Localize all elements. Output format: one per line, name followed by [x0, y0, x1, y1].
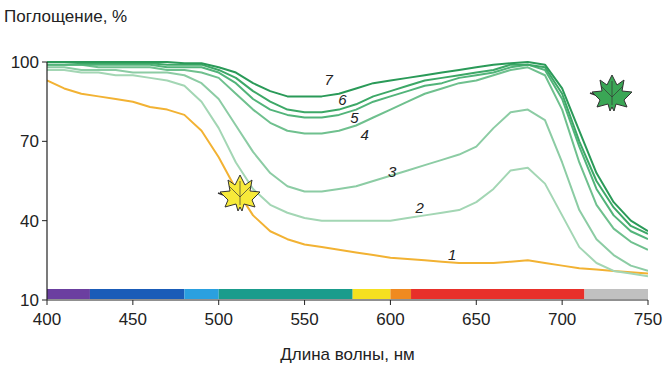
x-tick [648, 300, 649, 305]
y-tick-label: 10 [20, 291, 39, 310]
x-tick-label: 500 [205, 310, 233, 329]
x-tick [218, 300, 219, 305]
leaf-icon [218, 175, 260, 211]
spectrum-band [390, 289, 411, 299]
y-axis [46, 62, 47, 300]
y-tick-label: 40 [20, 212, 39, 231]
series-line [47, 67, 648, 271]
x-tick-label: 700 [548, 310, 576, 329]
spectrum-band [90, 289, 184, 299]
y-tick-label: 100 [11, 53, 39, 72]
y-tick [42, 220, 47, 221]
curve-label: 5 [350, 109, 359, 126]
x-tick [47, 300, 48, 305]
plot-area [47, 62, 648, 299]
x-tick [132, 300, 133, 305]
leaf-veins [229, 181, 251, 205]
leaf-icon [590, 75, 632, 111]
y-tick-label: 70 [20, 132, 39, 151]
x-tick [476, 300, 477, 305]
series-line [47, 81, 648, 274]
series-line [47, 62, 648, 234]
spectrum-band [184, 289, 218, 299]
leaf-shape [592, 75, 632, 111]
x-axis-label: Длина волны, нм [280, 345, 414, 364]
series-line [47, 62, 648, 231]
spectrum-band [353, 289, 391, 299]
curve-label: 4 [360, 126, 368, 143]
x-tick [390, 300, 391, 305]
leaf-shape [220, 175, 260, 211]
spectrum-band [584, 289, 648, 299]
chart: 10 40 70 100 400 450 500 550 600 650 700 750 Поглоще… [0, 0, 670, 369]
y-tick [42, 141, 47, 142]
curve-label: 3 [388, 163, 397, 180]
curve-label: 6 [338, 91, 347, 108]
x-tick-label: 750 [634, 310, 662, 329]
leaf-veins [601, 81, 623, 105]
spectrum-band [219, 289, 353, 299]
x-tick-label: 450 [119, 310, 147, 329]
x-tick-label: 650 [462, 310, 490, 329]
y-tick [42, 300, 47, 301]
x-tick [562, 300, 563, 305]
x-tick [304, 300, 305, 305]
curve-label: 1 [448, 246, 456, 263]
x-tick-label: 550 [290, 310, 318, 329]
x-tick-label: 600 [376, 310, 404, 329]
x-tick-label: 400 [33, 310, 61, 329]
curve-label: 7 [324, 71, 333, 88]
y-axis-label: Поглощение, % [4, 7, 127, 26]
spectrum-band [411, 289, 584, 299]
series-line [47, 65, 648, 250]
x-axis [47, 299, 648, 300]
y-tick [42, 62, 47, 63]
curve-label: 2 [414, 199, 424, 216]
spectrum-band [47, 289, 90, 299]
